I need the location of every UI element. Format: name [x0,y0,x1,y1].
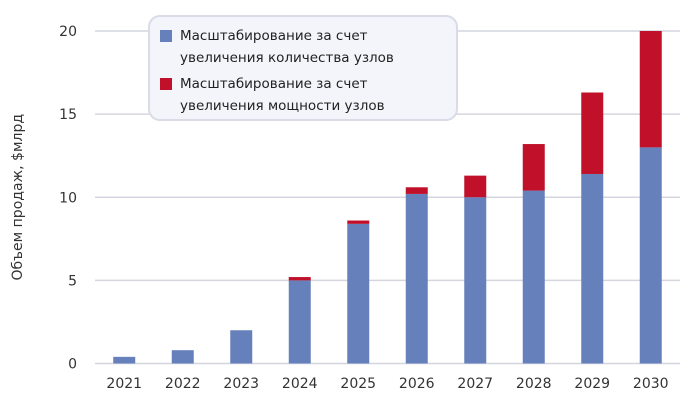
bar-segment-2022-s0 [171,350,194,364]
bar-segment-2030-s0 [639,147,662,364]
bar-segment-2025-s0 [347,223,370,364]
bar-segment-2028-s0 [522,190,545,364]
x-tick-label: 2030 [633,376,669,392]
y-tick-label: 5 [68,273,77,289]
legend-swatch [160,78,172,90]
x-tick-label: 2028 [516,376,552,392]
x-tick-label: 2021 [106,376,142,392]
bar-segment-2021-s0 [113,356,136,364]
legend-label: Масштабирование за счет увеличения мощно… [180,76,385,114]
x-tick-label: 2026 [399,376,435,392]
bar-segment-2027-s1 [464,175,487,198]
bar-segment-2026-s0 [405,193,428,364]
bar-segment-2029-s0 [581,173,604,364]
legend-item-nodes-count: Масштабирование за счет увеличения колич… [160,25,450,69]
y-tick-label: 20 [59,24,77,40]
bar-segment-2024-s0 [288,280,311,364]
y-tick-label: 15 [59,107,77,123]
bar-segment-2025-s1 [347,220,370,224]
x-tick-label: 2027 [457,376,493,392]
bar-segment-2028-s1 [522,144,545,191]
x-tick-label: 2022 [165,376,201,392]
y-axis-label: Объем продаж, $млрд [10,114,26,281]
x-tick-label: 2025 [340,376,376,392]
x-tick-label: 2024 [282,376,318,392]
y-tick-label: 10 [59,190,77,206]
x-tick-label: 2023 [223,376,259,392]
x-tick-label: 2029 [574,376,610,392]
legend-swatch [160,30,172,42]
bar-segment-2027-s0 [464,197,487,364]
legend: Масштабирование за счет увеличения колич… [148,15,458,121]
bar-segment-2030-s1 [639,31,662,148]
bar-segment-2023-s0 [230,330,253,364]
legend-item-nodes-power: Масштабирование за счет увеличения мощно… [160,73,450,117]
bar-segment-2029-s1 [581,92,604,174]
bar-segment-2026-s1 [405,187,428,194]
bar-segment-2024-s1 [288,277,311,281]
legend-label: Масштабирование за счет увеличения колич… [180,28,394,66]
y-tick-label: 0 [68,357,77,373]
